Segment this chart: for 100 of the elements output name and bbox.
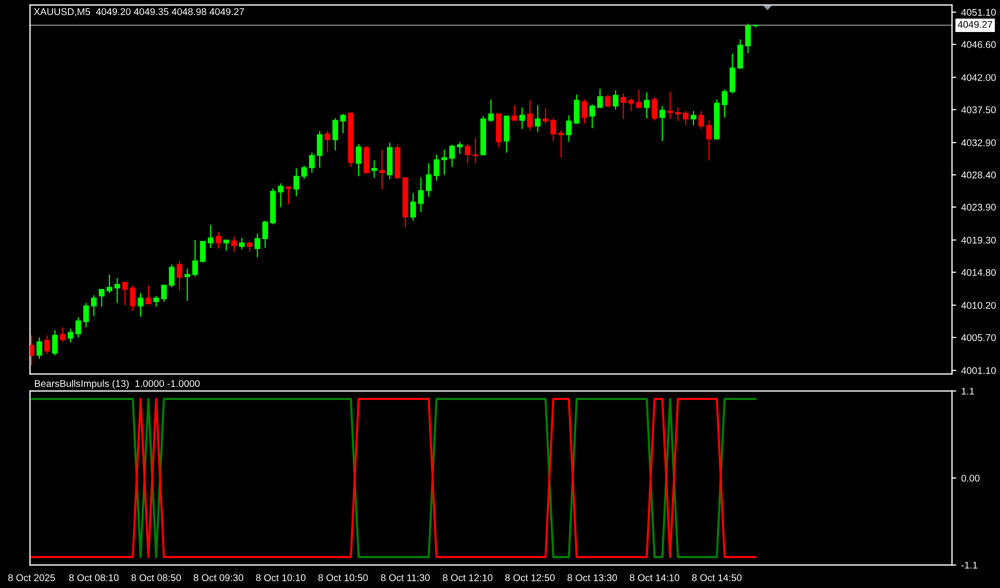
x-tick-label: 8 Oct 10:50 — [318, 574, 368, 582]
candlestick — [620, 92, 626, 120]
candlestick — [60, 326, 66, 342]
candlestick — [153, 295, 159, 308]
candlestick — [301, 164, 307, 180]
candlestick — [379, 149, 385, 190]
candlestick — [168, 264, 175, 288]
candlestick — [340, 113, 346, 134]
candlestick — [114, 277, 120, 304]
candlestick — [706, 120, 712, 162]
candlestick — [737, 38, 744, 70]
candlestick — [426, 162, 432, 198]
y-tick-label: 1.1 — [962, 388, 974, 395]
candlestick — [91, 294, 97, 317]
y-tick-label: 4051.10 — [961, 8, 996, 16]
candlestick — [675, 106, 681, 122]
candlestick — [449, 144, 455, 168]
candlestick — [410, 192, 416, 222]
candlestick — [44, 334, 50, 354]
candlestick — [83, 302, 89, 328]
x-tick-label: 8 Oct 12:10 — [442, 574, 492, 582]
candlestick — [238, 237, 245, 250]
candlestick — [98, 288, 104, 308]
candlestick — [636, 88, 642, 109]
candlestick — [246, 240, 252, 252]
candlestick — [254, 233, 260, 258]
candlestick — [745, 23, 751, 54]
candlestick — [161, 284, 167, 302]
candlestick — [472, 138, 478, 164]
y-tick-label: 4046.60 — [961, 41, 996, 48]
candlestick — [667, 91, 673, 120]
candlestick — [75, 316, 82, 338]
candlestick — [690, 110, 696, 126]
x-tick-label: 8 Oct 14:10 — [630, 574, 680, 582]
candlestick — [138, 292, 144, 318]
chart-title: XAUUSD,M5 4049.20 4049.35 4048.98 4049.27 — [34, 8, 244, 16]
candlestick — [604, 94, 611, 108]
candlestick — [309, 152, 315, 174]
y-tick-label: 4019.30 — [961, 236, 996, 244]
candlestick — [316, 130, 323, 168]
candlestick — [278, 182, 284, 208]
candlestick — [286, 186, 292, 205]
candlestick — [434, 154, 440, 182]
candlestick — [223, 239, 230, 252]
y-tick-label: 4014.80 — [961, 268, 996, 276]
x-tick-label: 8 Oct 13:30 — [568, 574, 617, 582]
candlestick — [582, 99, 588, 124]
candlestick — [184, 268, 190, 302]
candlestick — [597, 88, 603, 108]
candlestick — [106, 274, 112, 294]
candlestick — [30, 334, 34, 366]
x-tick-label: 8 Oct 2025 — [8, 574, 55, 582]
x-tick-label: 8 Oct 09:30 — [194, 574, 244, 582]
candlestick — [698, 110, 704, 130]
candlestick — [371, 160, 378, 178]
candlestick — [130, 285, 136, 312]
y-tick-label: 4023.90 — [961, 204, 996, 211]
candlestick — [457, 141, 463, 155]
candlestick — [558, 130, 564, 158]
candlestick — [682, 110, 689, 126]
candlestick — [36, 336, 42, 360]
candlestick — [550, 118, 556, 142]
y-tick-label: 4010.20 — [961, 302, 996, 309]
x-tick-label: 8 Oct 08:10 — [69, 574, 119, 582]
candlestick — [122, 282, 128, 306]
y-tick-label: 4037.50 — [961, 106, 996, 114]
candlestick — [652, 96, 658, 121]
candlestick — [730, 53, 736, 94]
y-tick-label: 4042.00 — [961, 74, 996, 81]
candlestick — [192, 239, 198, 278]
candlestick — [324, 130, 330, 152]
candlestick — [200, 240, 206, 263]
candlestick — [262, 220, 268, 248]
chart-title: BearsBullsImpuls (13) 1.0000 -1.0000 — [34, 380, 200, 389]
candlestick — [519, 106, 525, 130]
candlestick — [208, 224, 214, 248]
candlestick — [231, 236, 237, 253]
x-tick-label: 8 Oct 10:10 — [256, 574, 306, 582]
candlestick — [418, 177, 424, 213]
candlestick — [612, 90, 618, 110]
candlestick — [574, 94, 580, 124]
y-tick-label: -1.1 — [961, 562, 978, 569]
candlestick — [332, 118, 338, 152]
candlestick — [534, 104, 541, 132]
candlestick — [176, 260, 182, 291]
candlestick — [464, 143, 470, 164]
candlestick — [566, 114, 572, 142]
x-tick-label: 8 Oct 12:50 — [505, 574, 555, 582]
candlestick — [52, 330, 58, 356]
y-tick-label: 4001.10 — [961, 367, 996, 374]
y-tick-label: 0.00 — [961, 474, 980, 482]
candlestick — [542, 108, 548, 124]
candlestick — [512, 104, 518, 121]
x-tick-label: 8 Oct 11:30 — [380, 574, 430, 582]
candlestick — [356, 143, 362, 177]
candlestick — [628, 98, 634, 112]
candlestick — [722, 88, 728, 118]
y-tick-label: 4005.70 — [961, 334, 996, 342]
candlestick — [644, 92, 650, 119]
candlestick — [146, 285, 152, 304]
